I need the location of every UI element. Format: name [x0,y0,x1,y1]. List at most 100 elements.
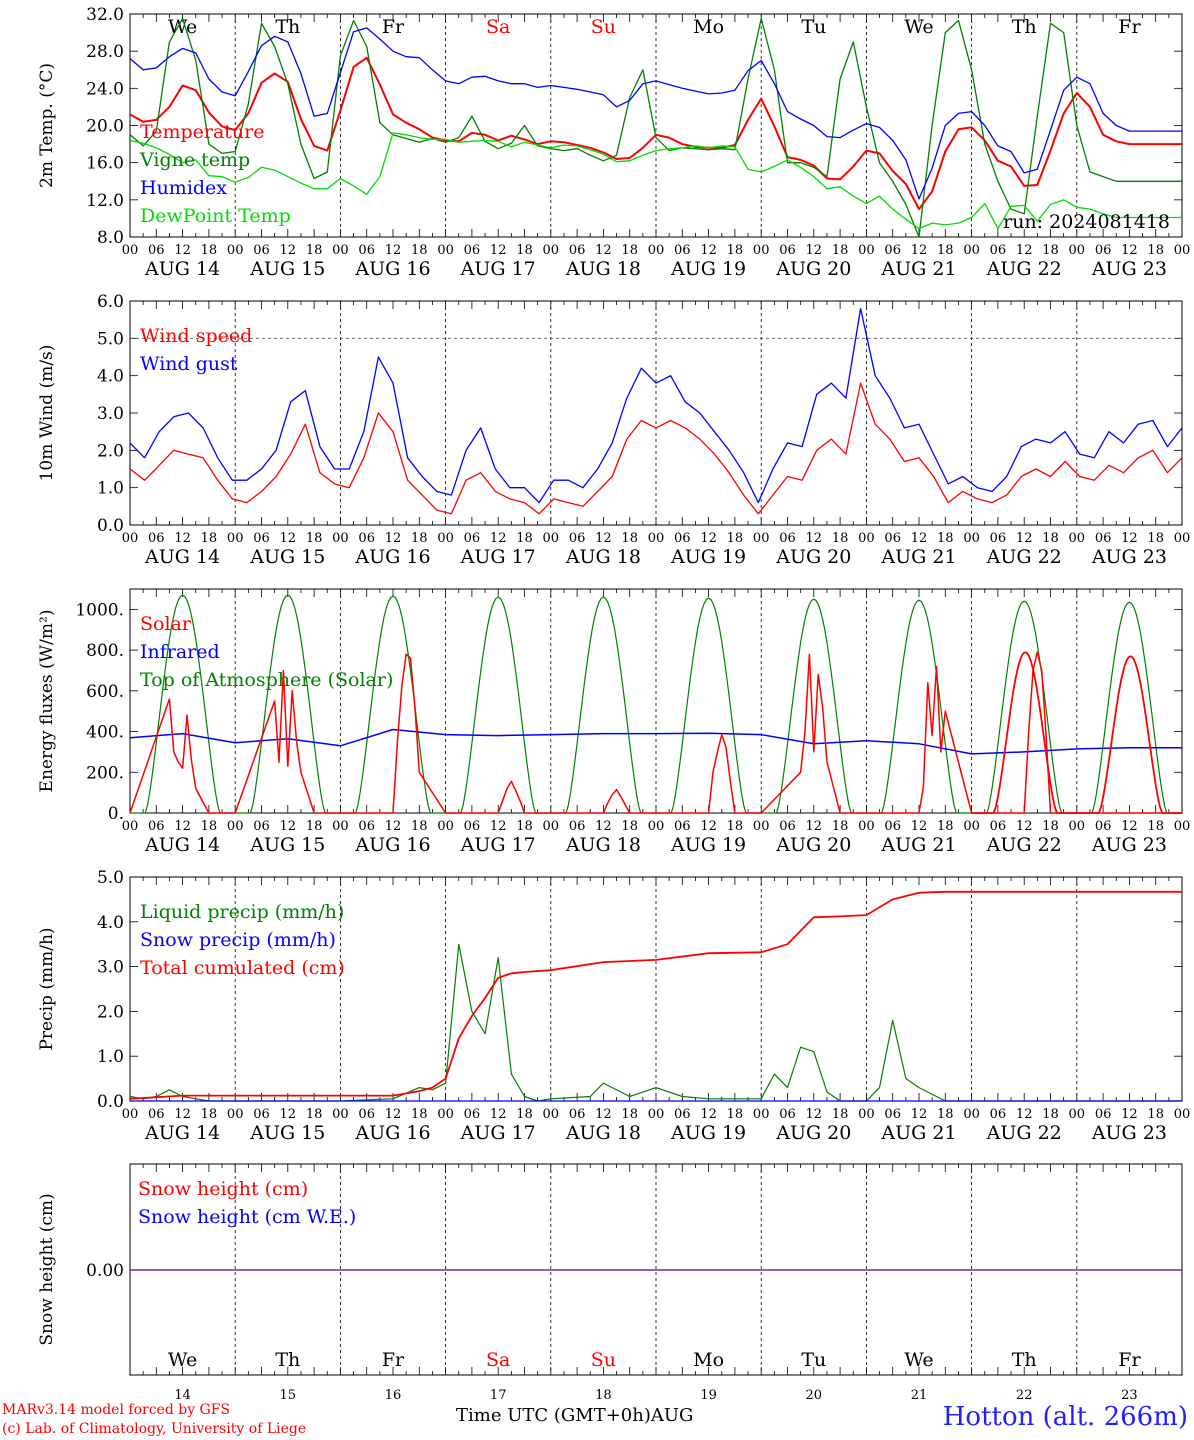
series-line-toa-solar [445,596,551,814]
hour-tick-label: 12 [174,243,191,258]
time-axis-month: AUG [650,1405,694,1426]
hour-tick-label: 06 [464,1107,481,1122]
hour-tick-label: 06 [569,531,586,546]
date-label: AUG 20 [775,1122,851,1144]
hour-tick-label: 06 [990,819,1007,834]
series-line-toa-solar [130,594,236,814]
y-tick-label: 800. [86,641,124,661]
hour-tick-label: 00 [122,819,139,834]
series-line-wind-speed [129,382,1183,515]
date-label: AUG 18 [565,258,641,280]
hour-tick-label: 00 [543,1107,560,1122]
legend-entry: Snow precip (mm/h) [140,929,336,951]
hour-tick-label: 00 [332,531,349,546]
hour-tick-label: 18 [832,531,849,546]
date-label: AUG 15 [249,834,325,856]
series-line-infrared [129,728,1182,755]
date-label: AUG 18 [565,546,641,568]
hour-tick-label: 12 [595,243,612,258]
hour-tick-label: 18 [621,1107,638,1122]
day-number-label: 17 [490,1388,507,1403]
day-number-label: 23 [1121,1388,1138,1403]
y-tick-label: 16.0 [86,154,124,174]
legend-entry: Snow height (cm) [138,1178,308,1200]
hour-tick-label: 12 [1121,243,1138,258]
y-tick-label: 600. [86,682,124,702]
weekday-label: Th [1012,16,1037,38]
hour-tick-label: 00 [648,1107,665,1122]
date-label: AUG 22 [986,1122,1062,1144]
hour-tick-label: 00 [1174,1107,1191,1122]
y-tick-label: 3.0 [97,404,124,424]
series-line-toa-solar [550,596,656,814]
hour-tick-label: 06 [358,1107,375,1122]
hour-tick-label: 12 [700,243,717,258]
hour-tick-label: 00 [648,819,665,834]
hour-tick-label: 12 [1016,819,1033,834]
date-label: AUG 22 [986,258,1062,280]
hour-tick-label: 00 [437,531,454,546]
date-label: AUG 14 [144,258,220,280]
hour-tick-label: 18 [1147,819,1164,834]
date-label: AUG 16 [354,546,430,568]
y-tick-label: 32.0 [86,5,124,25]
hour-tick-label: 00 [753,531,770,546]
hour-tick-label: 06 [464,243,481,258]
date-label: AUG 22 [986,546,1062,568]
y-tick-label: 4.0 [97,367,124,387]
series-line-toa-solar [235,594,341,814]
hour-tick-label: 06 [1095,1107,1112,1122]
series-line-solar [1076,655,1182,814]
weekday-label: Th [1012,1349,1037,1371]
hour-tick-label: 06 [884,819,901,834]
date-label: AUG 19 [670,834,746,856]
hour-tick-label: 00 [858,819,875,834]
date-label: AUG 17 [460,546,536,568]
hour-tick-label: 06 [1095,243,1112,258]
date-label: AUG 16 [354,258,430,280]
series-line-toa-solar [761,598,867,814]
date-label: AUG 23 [1091,546,1167,568]
date-label: AUG 15 [249,546,325,568]
weekday-label: Fr [382,1349,405,1371]
station-name: Hotton (alt. 266m) [942,1402,1188,1432]
weekday-label: Th [275,16,300,38]
weekday-label: Th [275,1349,300,1371]
y-tick-label: 8.0 [97,228,124,248]
hour-tick-label: 18 [516,531,533,546]
hour-tick-label: 00 [1174,531,1191,546]
hour-tick-label: 06 [569,1107,586,1122]
weekday-label: Sa [486,1349,510,1371]
hour-tick-label: 00 [963,819,980,834]
weekday-label: We [904,1349,933,1371]
hour-tick-label: 12 [1016,531,1033,546]
hour-tick-label: 00 [543,819,560,834]
hour-tick-label: 00 [332,1107,349,1122]
hour-tick-label: 18 [411,819,428,834]
hour-tick-label: 18 [201,1107,218,1122]
hour-tick-label: 00 [648,531,665,546]
date-label: AUG 23 [1091,834,1167,856]
hour-tick-label: 12 [490,531,507,546]
hour-tick-label: 12 [490,243,507,258]
series-line-toa-solar [656,597,762,814]
hour-tick-label: 06 [569,819,586,834]
run-annotation: run: 2024081418 [1003,211,1170,233]
date-label: AUG 15 [249,258,325,280]
hour-tick-label: 12 [595,531,612,546]
panel-1: 2m Temp. (°C) 8.0 12.0 16.0 20.0 24.0 28.0 32.0… [37,5,1190,280]
hour-tick-label: 12 [911,1107,928,1122]
weekday-label: Sa [486,16,510,38]
series-line-vigne-temp [129,17,1182,238]
hour-tick-label: 18 [201,243,218,258]
hour-tick-label: 12 [911,531,928,546]
hour-tick-label: 12 [1016,1107,1033,1122]
hour-tick-label: 00 [648,243,665,258]
hour-tick-label: 18 [306,819,323,834]
hour-tick-label: 18 [516,819,533,834]
date-label: AUG 20 [775,834,851,856]
hour-tick-label: 06 [358,819,375,834]
hour-tick-label: 18 [306,243,323,258]
hour-tick-label: 00 [227,1107,244,1122]
